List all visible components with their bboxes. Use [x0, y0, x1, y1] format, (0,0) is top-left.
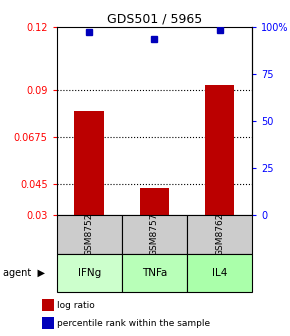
Bar [57, 254, 122, 292]
Bar [122, 215, 187, 254]
Bar [187, 254, 252, 292]
Text: TNFa: TNFa [142, 268, 167, 278]
Text: GSM8757: GSM8757 [150, 213, 159, 256]
Title: GDS501 / 5965: GDS501 / 5965 [107, 13, 202, 26]
Text: agent  ▶: agent ▶ [3, 268, 45, 278]
Text: GSM8762: GSM8762 [215, 213, 224, 256]
Text: log ratio: log ratio [57, 301, 95, 310]
Text: GSM8752: GSM8752 [85, 213, 94, 256]
Bar [187, 215, 252, 254]
Bar [57, 215, 122, 254]
Text: percentile rank within the sample: percentile rank within the sample [57, 319, 210, 328]
Text: IL4: IL4 [212, 268, 227, 278]
Text: IFNg: IFNg [77, 268, 101, 278]
Bar [42, 317, 54, 329]
Bar [122, 254, 187, 292]
Bar [140, 188, 169, 215]
Bar [75, 111, 104, 215]
Bar [42, 299, 54, 311]
Bar [205, 85, 234, 215]
